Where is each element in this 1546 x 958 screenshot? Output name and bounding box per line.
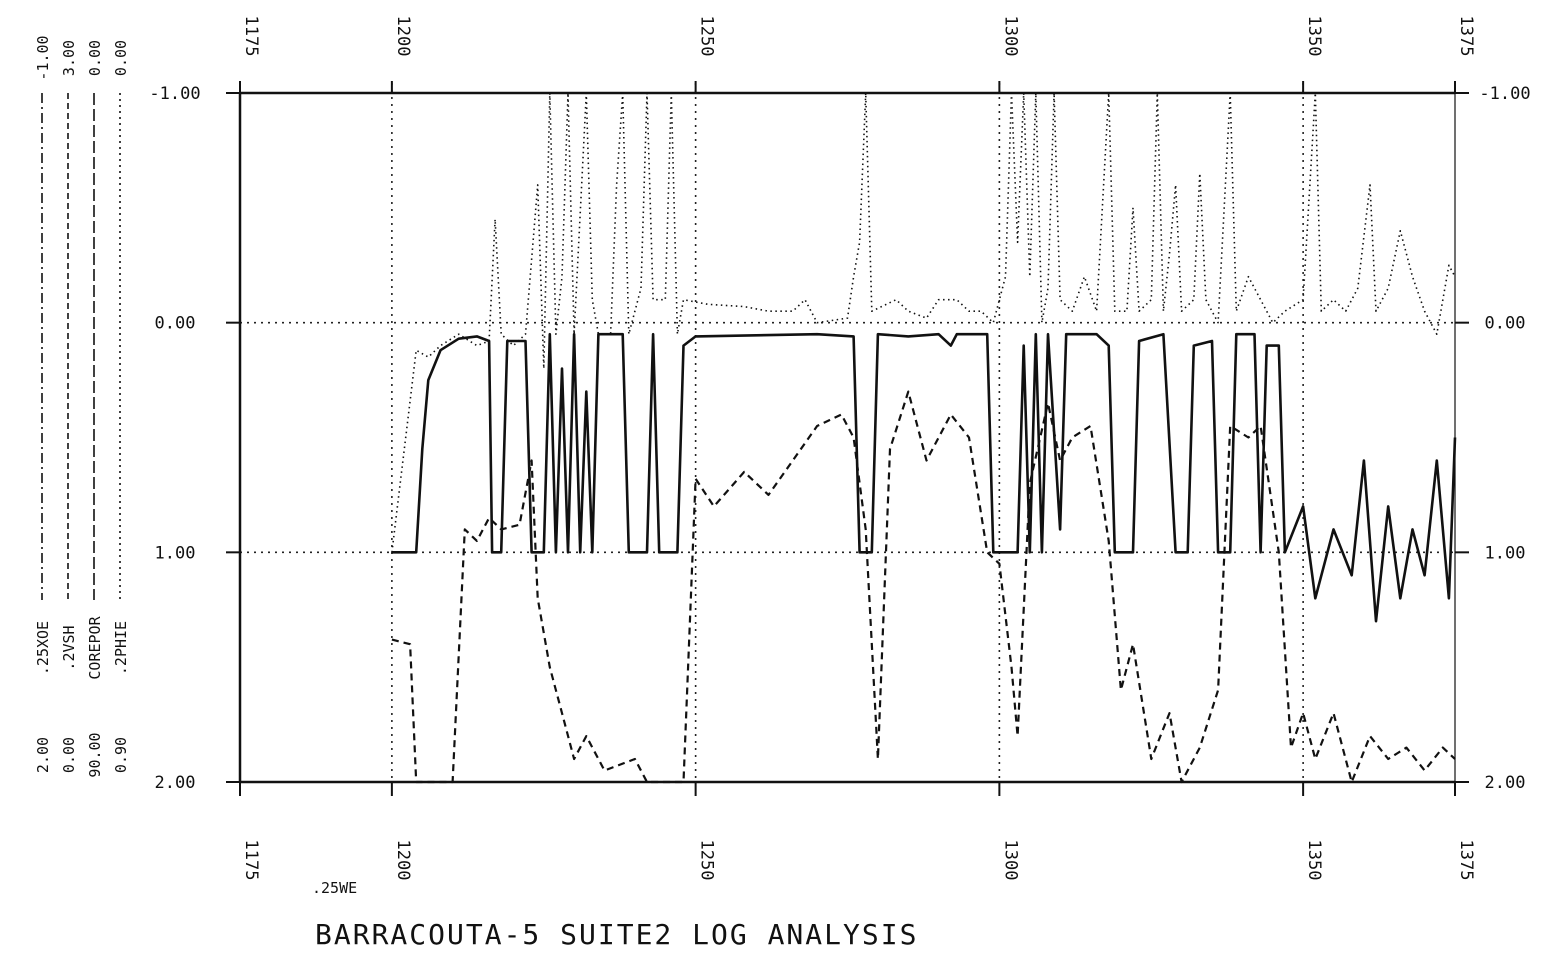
y-tick-label-left: -1.00 xyxy=(149,84,200,104)
x-tick-label-bottom: 1300 xyxy=(1000,840,1020,881)
x-tick-label-bottom: 1175 xyxy=(241,840,261,881)
x-tick-label-bottom: 1375 xyxy=(1456,840,1476,881)
y-tick-label-right: -1.00 xyxy=(1479,84,1530,104)
curve-scale-left-value: 90.00 xyxy=(86,732,104,777)
curve-scale-right-value: 3.00 xyxy=(60,40,78,76)
y-tick-label-right: 2.00 xyxy=(1485,773,1526,793)
curve-scale-name: COREPOR xyxy=(86,615,104,679)
x-tick-label-bottom: 1250 xyxy=(697,840,717,881)
y-tick-label-right: 0.00 xyxy=(1485,314,1526,334)
y-tick-label-left: 1.00 xyxy=(155,543,196,563)
curve-scale-left-value: 0.90 xyxy=(112,737,130,773)
curve-scale-legend: -1.00 .25XOE 2.00 3.00 .2VSH 0.00 0.00 COREPOR 9… xyxy=(34,35,130,777)
x-tick-label-top: 1375 xyxy=(1456,16,1476,57)
curve-scale-left-value: 0.00 xyxy=(60,737,78,773)
curve-scale-right-value: 0.00 xyxy=(112,40,130,76)
y-tick-label-left: 2.00 xyxy=(155,773,196,793)
x-tick-label-bottom: 1200 xyxy=(393,840,413,881)
y-tick-label-left: 0.00 xyxy=(155,314,196,334)
curve-scale-left-value: 2.00 xyxy=(34,737,52,773)
curve-scale-name: .2PHIE xyxy=(112,621,130,675)
series-line-dashed xyxy=(391,390,1456,784)
x-axis-annotation: .25WE xyxy=(312,879,357,897)
curve-scale-right-value: 0.00 xyxy=(86,40,104,76)
x-tick-label-top: 1200 xyxy=(393,16,413,57)
series-line-dotted xyxy=(391,92,1456,553)
x-tick-label-bottom: 1350 xyxy=(1304,840,1324,881)
y-tick-label-right: 1.00 xyxy=(1485,543,1526,563)
x-tick-label-top: 1175 xyxy=(241,16,261,57)
grid-layer xyxy=(240,83,1455,782)
x-tick-label-top: 1250 xyxy=(697,16,717,57)
curve-scale-name: .2VSH xyxy=(60,625,78,670)
curve-scale-right-value: -1.00 xyxy=(34,35,52,80)
series-layer xyxy=(391,92,1457,784)
series-line-solid xyxy=(391,332,1457,623)
tick-labels: -1.00 0.00 1.00 2.00 -1.00 0.00 1.00 2.00 1175 11… xyxy=(149,16,1530,881)
chart-title: BARRACOUTA-5 SUITE2 LOG ANALYSIS xyxy=(315,918,918,951)
x-tick-label-top: 1300 xyxy=(1000,16,1020,57)
curve-scale-name: .25XOE xyxy=(34,621,52,675)
x-tick-label-top: 1350 xyxy=(1304,16,1324,57)
